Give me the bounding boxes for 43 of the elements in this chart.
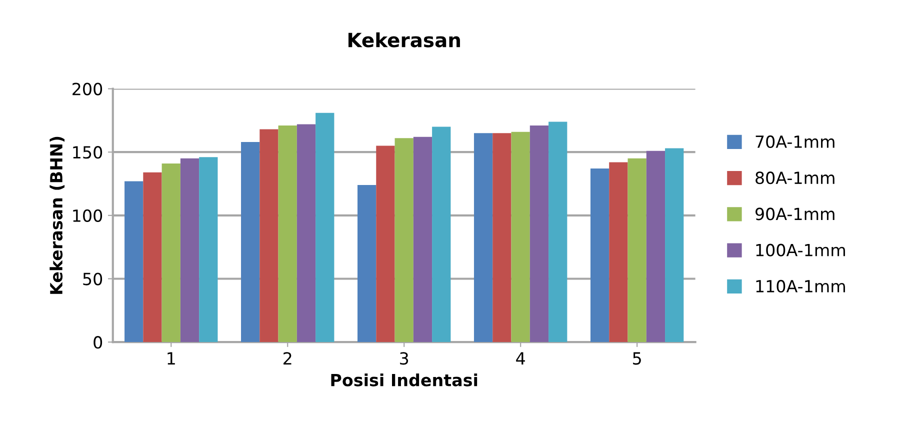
bar (241, 142, 260, 342)
bar (260, 129, 278, 342)
x-tick-label: 1 (168, 352, 175, 364)
y-axis-title: Kekerasan (BHN) (50, 136, 65, 294)
bar (590, 168, 610, 342)
legend-label: 70A-1mm (756, 135, 834, 148)
chart-title: Kekerasan (348, 32, 460, 48)
y-tick-label: 50 (83, 272, 102, 286)
bar (143, 172, 162, 342)
legend-label: 110A-1mm (756, 280, 845, 293)
bar (124, 181, 144, 342)
bar (199, 157, 218, 342)
x-tick-label: 4 (516, 352, 525, 364)
y-tick-label: 200 (72, 82, 102, 96)
bar (296, 124, 316, 342)
x-tick-label: 5 (633, 352, 641, 365)
bar (376, 146, 395, 342)
bar (511, 132, 530, 342)
bar (628, 158, 646, 342)
bar (278, 125, 297, 342)
bar (609, 162, 628, 342)
bar (432, 126, 451, 342)
y-tick-label: 150 (73, 146, 102, 159)
legend-label: 100A-1mm (756, 244, 845, 256)
legend-label: 90A-1mm (756, 208, 834, 220)
bar (413, 136, 432, 342)
bar (162, 163, 180, 342)
legend-label: 80A-1mm (756, 172, 834, 184)
bar (548, 122, 568, 342)
bar (665, 148, 684, 342)
bar (646, 150, 666, 342)
x-axis-title: Posisi Indentasi (331, 373, 478, 386)
y-tick-label: 100 (73, 209, 102, 222)
y-tick-label: 0 (94, 336, 102, 349)
bar (180, 158, 200, 342)
bar (316, 112, 334, 342)
bar (492, 133, 512, 342)
bar (394, 138, 414, 342)
bar (358, 185, 376, 342)
x-tick-label: 3 (400, 352, 408, 365)
bar (474, 133, 493, 342)
bar (530, 125, 549, 342)
x-tick-label: 2 (284, 352, 292, 364)
